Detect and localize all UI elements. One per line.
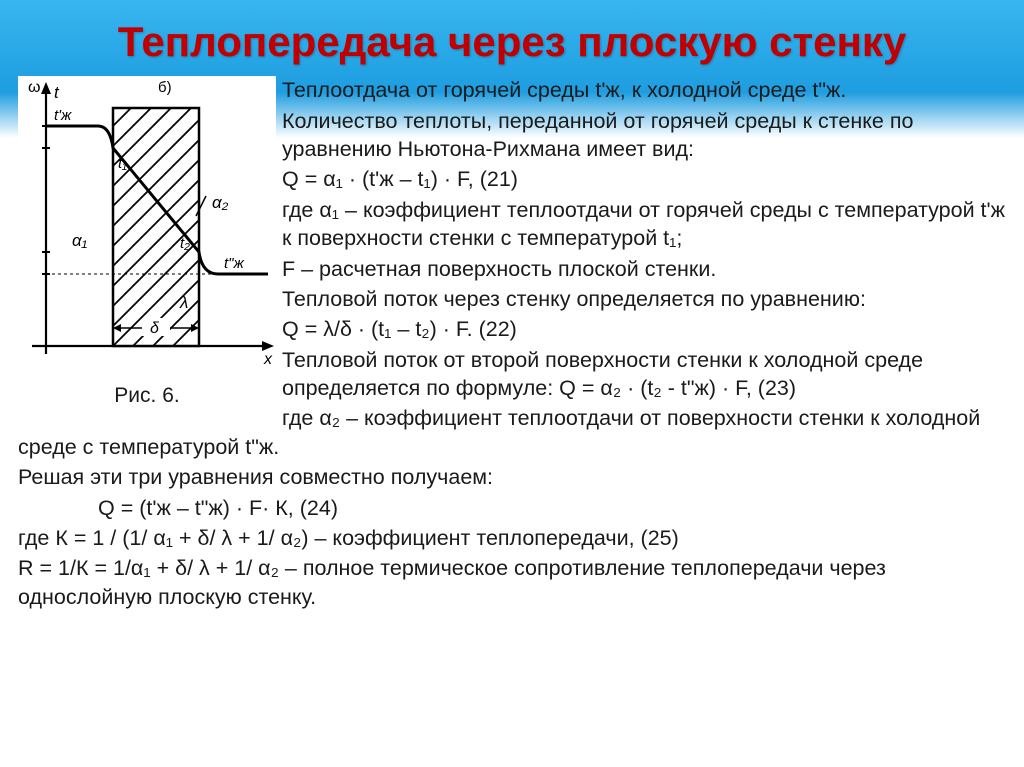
label-delta: δ — [150, 320, 160, 337]
slide: Теплопередача через плоскую стенку ω t x… — [0, 0, 1024, 767]
para-8: Решая эти три уравнения совместно получа… — [18, 463, 1006, 491]
label-lambda: λ — [179, 293, 188, 312]
label-t1: t₁ — [118, 155, 127, 172]
subfig-label: б) — [158, 79, 172, 96]
para-10: R = 1/К = 1/α₁ + δ/ λ + 1/ α₂ – полное т… — [18, 554, 1006, 611]
para-9: где К = 1 / (1/ α₁ + δ/ λ + 1/ α₂) – коэ… — [18, 524, 1006, 552]
slide-body: ω t x б) — [0, 72, 1024, 613]
label-t-hot: t'ж — [54, 107, 72, 124]
label-alpha1: α₁ — [72, 231, 87, 250]
label-t-cold: t"ж — [224, 255, 244, 272]
y-label-omega: ω — [28, 79, 41, 96]
x-label: x — [263, 351, 273, 368]
label-alpha2: α₂ — [212, 193, 229, 212]
figure-6: ω t x б) — [18, 76, 276, 410]
para-7: где α₂ – коэффициент теплоотдачи от пове… — [18, 404, 1006, 461]
eq-24: Q = (t'ж – t"ж) · F· К, (24) — [18, 494, 1006, 522]
slide-title: Теплопередача через плоскую стенку — [0, 0, 1024, 72]
figure-caption: Рис. 6. — [18, 382, 276, 410]
label-t2: t₂ — [180, 235, 190, 252]
wall-diagram: ω t x б) — [18, 76, 276, 376]
